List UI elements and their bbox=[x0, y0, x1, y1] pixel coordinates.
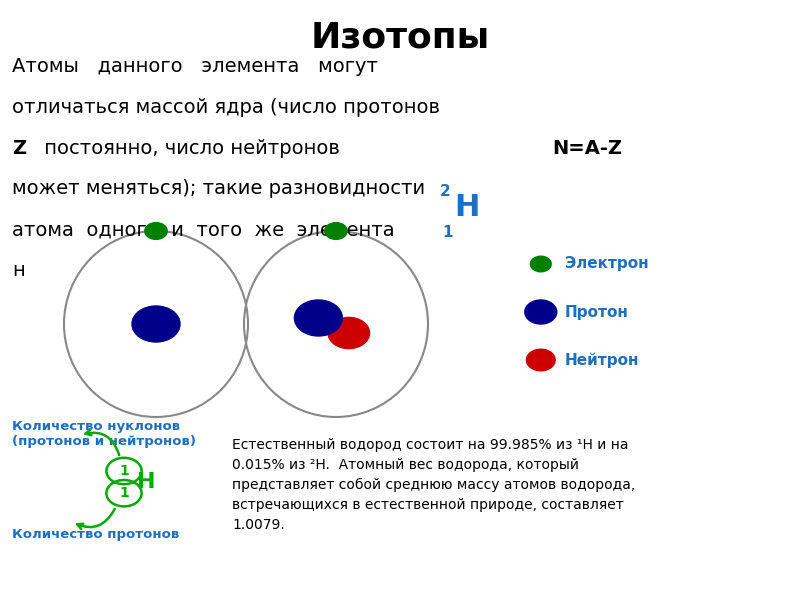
Text: Атомы   данного   элемента   могут: Атомы данного элемента могут bbox=[12, 57, 378, 76]
Text: может меняться); такие разновидности: может меняться); такие разновидности bbox=[12, 179, 425, 199]
Text: постоянно, число нейтронов: постоянно, число нейтронов bbox=[38, 139, 346, 158]
Text: н: н bbox=[12, 261, 25, 280]
Circle shape bbox=[525, 300, 557, 324]
Circle shape bbox=[325, 223, 347, 239]
Text: H: H bbox=[454, 193, 480, 222]
Text: Количество нуклонов: Количество нуклонов bbox=[12, 420, 180, 433]
Text: Изотопы: Изотопы bbox=[310, 21, 490, 55]
Text: Электрон: Электрон bbox=[565, 256, 649, 271]
Text: 1: 1 bbox=[442, 225, 453, 240]
Text: (протонов и нейтронов): (протонов и нейтронов) bbox=[12, 435, 196, 448]
Text: H: H bbox=[137, 472, 156, 492]
Circle shape bbox=[526, 349, 555, 371]
Circle shape bbox=[328, 317, 370, 349]
Text: Z: Z bbox=[12, 139, 26, 158]
Text: Количество протонов: Количество протонов bbox=[12, 528, 179, 541]
Text: Нейтрон: Нейтрон bbox=[565, 352, 639, 368]
Text: 2: 2 bbox=[440, 184, 450, 199]
Text: N=A-Z: N=A-Z bbox=[552, 139, 622, 158]
Text: 1: 1 bbox=[119, 486, 129, 500]
Circle shape bbox=[530, 256, 551, 272]
Circle shape bbox=[145, 223, 167, 239]
Circle shape bbox=[132, 306, 180, 342]
Circle shape bbox=[294, 300, 342, 336]
Text: 1: 1 bbox=[119, 464, 129, 478]
Text: отличаться массой ядра (число протонов: отличаться массой ядра (число протонов bbox=[12, 98, 440, 117]
Text: Протон: Протон bbox=[565, 304, 629, 319]
Text: Естественный водород состоит на 99.985% из ¹H и на
0.015% из ²H.  Атомный вес во: Естественный водород состоит на 99.985% … bbox=[232, 438, 635, 532]
Text: атома  одного  и  того  же  элемента: атома одного и того же элемента bbox=[12, 220, 394, 239]
